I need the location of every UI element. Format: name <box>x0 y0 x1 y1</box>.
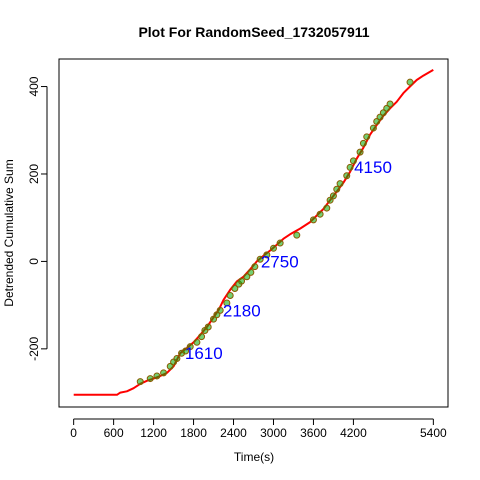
data-point <box>293 231 301 239</box>
data-point <box>223 299 231 307</box>
data-point <box>346 163 354 171</box>
y-tick-label--200: -200 <box>27 337 41 361</box>
data-point <box>323 204 331 212</box>
annotations: 1610 2180 2750 4150 <box>185 158 392 363</box>
data-point <box>269 244 277 252</box>
data-point <box>226 292 234 300</box>
plot-area <box>73 69 434 396</box>
data-point <box>349 157 357 165</box>
x-tick-label-3000: 3000 <box>260 426 287 440</box>
data-point <box>182 347 190 355</box>
plot-frame <box>58 58 449 408</box>
data-point <box>356 148 364 156</box>
data-point <box>238 277 246 285</box>
y-axis: -200 0 200 400 <box>27 76 48 361</box>
data-point <box>359 139 367 147</box>
annotation-2180: 2180 <box>223 301 261 320</box>
x-axis-label: Time(s) <box>234 450 274 464</box>
x-tick-label-2400: 2400 <box>220 426 247 440</box>
data-point <box>204 323 212 331</box>
data-point <box>309 216 317 224</box>
y-axis-label: Detrended Cumulative Sum <box>2 159 16 306</box>
data-point <box>363 133 371 141</box>
x-axis: 0 600 1200 1800 2400 3000 3600 4200 5400 <box>70 418 447 440</box>
data-point <box>369 124 377 132</box>
data-point <box>173 354 181 362</box>
data-point <box>256 255 264 263</box>
data-point <box>343 172 351 180</box>
x-tick-label-4200: 4200 <box>340 426 367 440</box>
data-point <box>146 375 154 383</box>
y-tick-label-0: 0 <box>27 258 41 265</box>
data-point <box>276 239 284 247</box>
x-tick-label-600: 600 <box>104 426 124 440</box>
x-tick-label-1200: 1200 <box>140 426 167 440</box>
x-tick-label-3600: 3600 <box>300 426 327 440</box>
data-point <box>263 251 271 259</box>
y-tick-label-200: 200 <box>27 164 41 184</box>
x-tick-label-1800: 1800 <box>180 426 207 440</box>
x-tick-label-5400: 5400 <box>420 426 447 440</box>
x-tick-label-0: 0 <box>70 426 77 440</box>
data-point <box>136 378 144 386</box>
data-point <box>160 369 168 377</box>
chart-title: Plot For RandomSeed_1732057911 <box>138 24 369 40</box>
data-point <box>316 210 324 218</box>
data-point <box>333 185 341 193</box>
data-point <box>231 285 239 293</box>
data-point <box>251 263 259 271</box>
data-point <box>193 338 201 346</box>
annotation-1610: 1610 <box>185 344 223 363</box>
annotation-4150: 4150 <box>354 158 392 177</box>
data-point <box>198 333 206 341</box>
data-point <box>386 100 394 108</box>
data-point <box>406 78 414 86</box>
data-point <box>329 192 337 200</box>
y-tick-label-400: 400 <box>27 76 41 96</box>
data-point <box>153 372 161 380</box>
data-point <box>336 180 344 188</box>
data-point <box>247 268 255 276</box>
data-point <box>243 273 251 281</box>
annotation-2750: 2750 <box>261 252 299 271</box>
data-point <box>186 343 194 351</box>
data-point <box>216 306 224 314</box>
